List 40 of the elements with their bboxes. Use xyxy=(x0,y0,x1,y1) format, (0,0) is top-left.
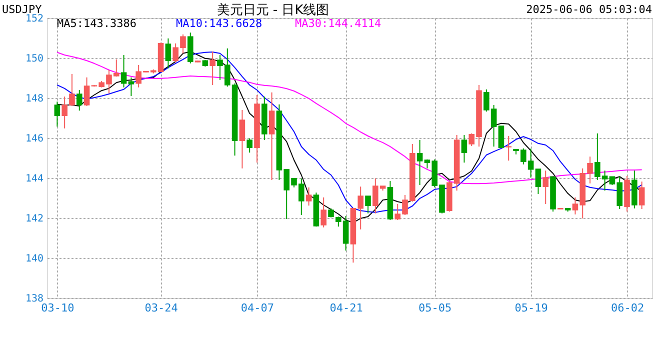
text: MA30:144.4114 xyxy=(295,17,382,30)
x-tick-label: 05-19 xyxy=(514,302,548,314)
candlestick xyxy=(210,51,216,86)
x-tick-label: 04-07 xyxy=(240,302,274,314)
y-tick-label: 138 xyxy=(25,294,44,304)
text: MA10:143.6628 xyxy=(176,17,262,30)
candlestick xyxy=(461,134,468,164)
y-tick-label: 146 xyxy=(25,134,44,144)
text: MA5:143.3386 xyxy=(57,17,136,30)
x-tick-label: 06-02 xyxy=(610,302,644,314)
candlestick xyxy=(120,54,127,88)
candlestick xyxy=(239,110,246,169)
candlestick xyxy=(498,126,504,148)
y-tick-label: 150 xyxy=(25,54,44,64)
x-tick-label: 03-24 xyxy=(144,302,178,314)
candlestick xyxy=(320,196,326,228)
x-tick-label: 03-10 xyxy=(41,302,74,314)
candlestick xyxy=(365,196,371,214)
y-tick-label: 144 xyxy=(25,174,44,184)
candlestick xyxy=(165,38,172,69)
y-tick-label: 140 xyxy=(25,254,44,264)
candlestick xyxy=(268,92,275,180)
candlestick xyxy=(638,181,645,210)
y-tick-label: 152 xyxy=(25,14,44,24)
y-tick-label: 142 xyxy=(25,214,44,224)
candlestick xyxy=(54,101,60,128)
chart-subtitle: 美元日元 - 日K线图 xyxy=(216,2,330,18)
candlestick xyxy=(76,90,82,112)
candlestick xyxy=(542,170,549,204)
candlestick xyxy=(416,140,423,186)
candlestick xyxy=(506,136,512,162)
x-tick-label: 04-21 xyxy=(330,302,363,314)
text: 2025-06-06 05:03:04 xyxy=(526,3,652,16)
candlestick xyxy=(535,168,542,194)
candlestick xyxy=(84,76,90,106)
y-tick-label: 148 xyxy=(25,94,44,104)
candlestick xyxy=(306,186,312,206)
candlestick xyxy=(128,76,134,96)
x-tick-label: 05-05 xyxy=(418,302,452,314)
candlestick xyxy=(246,138,252,154)
